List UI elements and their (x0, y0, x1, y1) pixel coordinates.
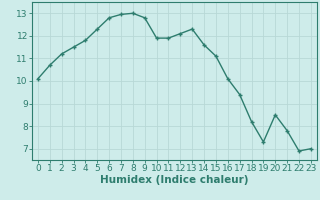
X-axis label: Humidex (Indice chaleur): Humidex (Indice chaleur) (100, 175, 249, 185)
